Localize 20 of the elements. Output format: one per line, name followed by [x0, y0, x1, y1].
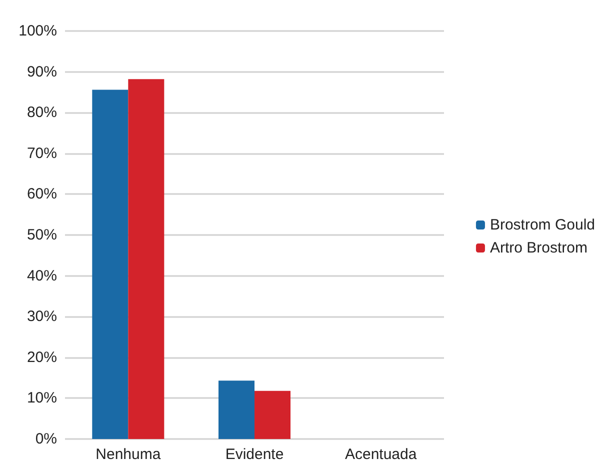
y-tick-label: 0% — [35, 430, 57, 448]
y-tick-label: 80% — [26, 104, 57, 122]
x-tick-label: Acentuada — [344, 446, 418, 463]
x-tick-label: Nenhuma — [96, 446, 162, 463]
x-tick-label: Evidente — [225, 446, 284, 463]
bar — [218, 380, 254, 439]
y-tick-label: 60% — [26, 186, 57, 203]
legend-label: Artro Brostrom — [490, 240, 588, 256]
y-tick-label: 10% — [26, 390, 57, 407]
legend-label: Brostrom Gould — [490, 216, 596, 234]
y-tick-label: 30% — [26, 308, 57, 326]
y-tick-label: 90% — [26, 63, 57, 80]
y-tick-label: 100% — [18, 22, 57, 40]
y-tick-label: 20% — [26, 348, 57, 366]
y-tick-label: 40% — [26, 267, 57, 284]
y-tick-label: 50% — [26, 226, 57, 244]
y-tick-label: 70% — [26, 144, 57, 162]
bar — [254, 390, 291, 439]
bar — [128, 79, 164, 439]
bar — [92, 90, 128, 439]
